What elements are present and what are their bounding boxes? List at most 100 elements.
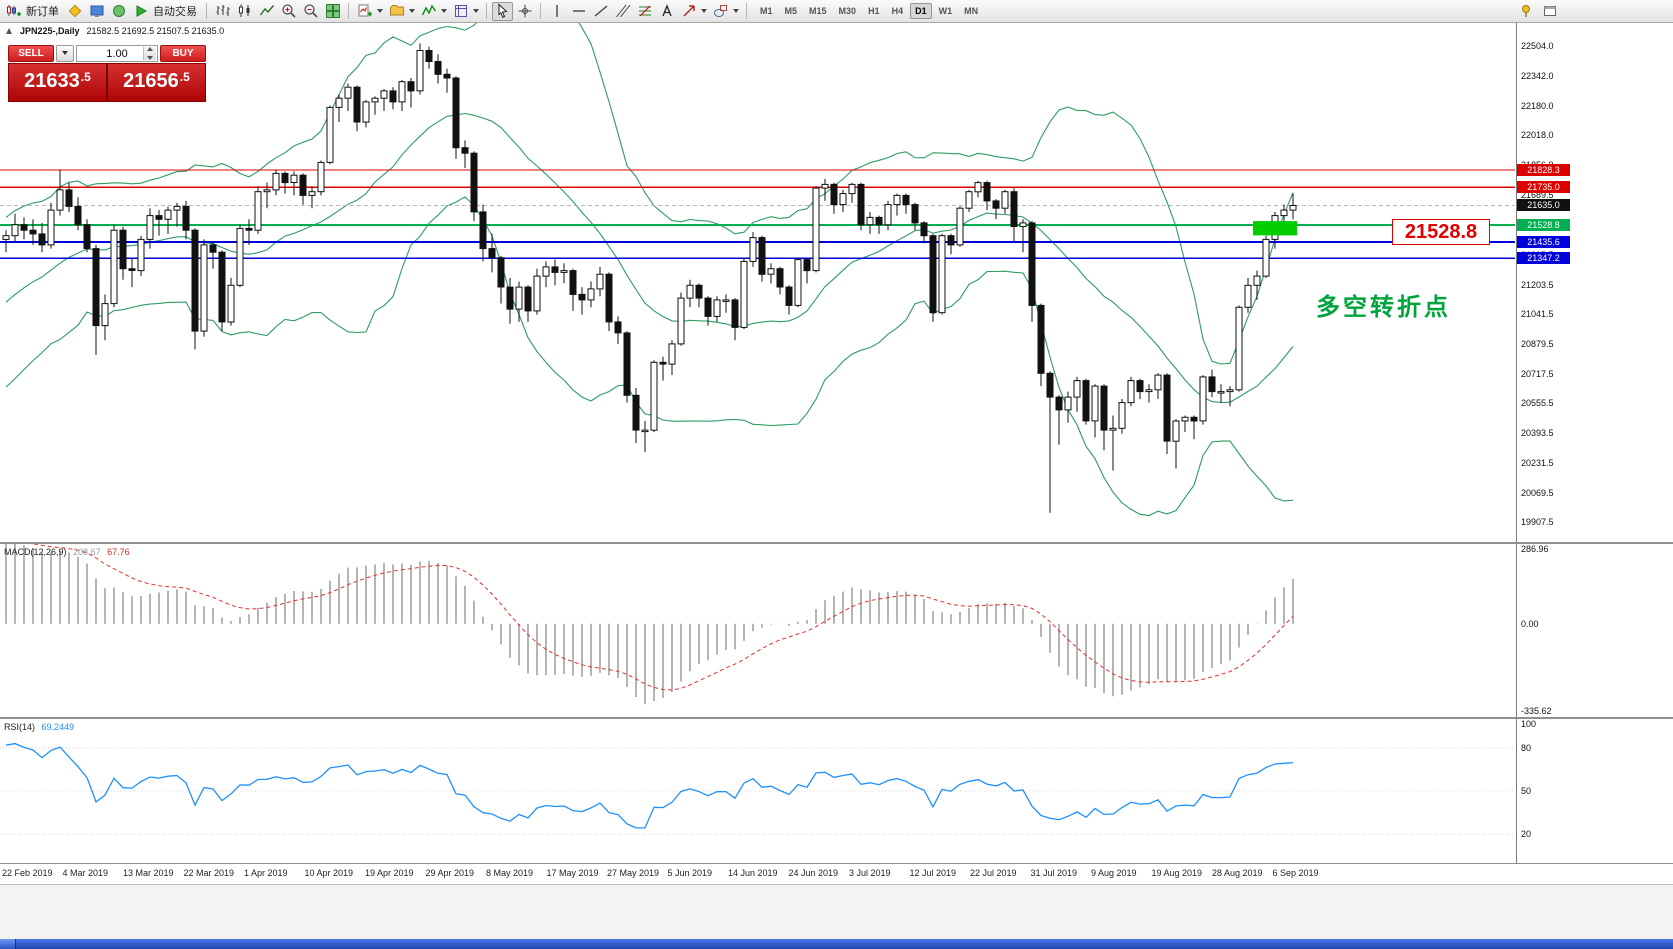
tile-windows-icon[interactable] [322, 2, 343, 21]
timeframe-button-m30[interactable]: M30 [838, 6, 857, 16]
buy-button[interactable]: BUY [160, 45, 206, 62]
sell-price[interactable]: 21633 .5 [9, 64, 106, 101]
panel-separator[interactable] [0, 542, 1673, 544]
trendline-tool-icon[interactable] [590, 2, 611, 21]
vertical-line-tool-icon[interactable] [546, 2, 567, 21]
start-button[interactable] [0, 939, 16, 949]
text-tool-icon[interactable] [656, 2, 677, 21]
scale-tick: 21041.5 [1521, 309, 1554, 319]
sell-price-main: 21633 [24, 70, 80, 92]
metaeditor-icon[interactable] [64, 2, 85, 21]
profiles-icon[interactable] [386, 2, 407, 21]
date-tick: 31 Jul 2019 [1030, 868, 1078, 878]
new-order-icon[interactable] [3, 2, 24, 21]
price-line-tag: 21735.0 [1517, 181, 1570, 193]
main-chart-canvas[interactable] [0, 23, 1515, 542]
arrows-dropdown-icon[interactable] [700, 2, 709, 21]
date-tick: 13 Mar 2019 [123, 868, 174, 878]
timeframe-button-m15[interactable]: M15 [809, 6, 827, 16]
zoom-in-icon[interactable] [278, 2, 299, 21]
macd-main-value: 208.67 [73, 547, 101, 557]
scale-tick: 20231.5 [1521, 458, 1554, 468]
new-order-label[interactable]: 新订单 [26, 6, 59, 18]
timeframe-button-mn[interactable]: MN [964, 6, 979, 16]
timeframe-button-h4[interactable]: H4 [891, 6, 904, 16]
market-watch-icon[interactable] [86, 2, 107, 21]
shapes-dropdown-icon[interactable] [732, 2, 741, 21]
templates-dropdown-icon[interactable] [472, 2, 481, 21]
volume-spinner[interactable] [143, 47, 156, 60]
timeframe-button-w1[interactable]: W1 [938, 6, 953, 16]
timeframe-button-h1[interactable]: H1 [868, 6, 880, 16]
panels-icon[interactable] [1539, 2, 1560, 21]
chart-workspace: 22504.022342.022180.022018.021856.021689… [0, 23, 1673, 884]
toolbar-separator [486, 3, 487, 19]
volume-input[interactable]: 1.00 [76, 45, 158, 62]
autotrading-label[interactable]: 自动交易 [153, 6, 197, 18]
cursor-icon[interactable] [492, 1, 513, 21]
date-tick: 29 Apr 2019 [425, 868, 475, 878]
date-tick: 10 Apr 2019 [304, 868, 354, 878]
axis-separator [0, 863, 1673, 864]
scale-tick: 21689.5 [1521, 190, 1554, 200]
price-line-tag: 21435.6 [1517, 236, 1570, 248]
scale-tick: 80 [1521, 743, 1532, 753]
scale-tick: 21203.5 [1521, 280, 1554, 290]
price-line-tag: 21347.2 [1517, 252, 1570, 264]
date-tick: 6 Sep 2019 [1272, 868, 1319, 878]
scale-tick: 20555.5 [1521, 398, 1554, 408]
date-tick: 1 Apr 2019 [244, 868, 288, 878]
timeframe-button-m5[interactable]: M5 [784, 6, 798, 16]
new-chart-icon[interactable] [354, 2, 375, 21]
order-type-dropdown[interactable] [56, 45, 74, 62]
new-chart-dropdown-icon[interactable] [376, 2, 385, 21]
bars-chart-icon[interactable] [212, 2, 233, 21]
candlestick-chart-icon[interactable] [234, 2, 255, 21]
ohlc-values: 21582.5 21692.5 21507.5 21635.0 [86, 26, 225, 36]
toolbar-separator [746, 3, 747, 19]
rsi-header: RSI(14) 69.2449 [4, 722, 74, 732]
price-line-tag: 21528.8 [1517, 219, 1570, 231]
templates-icon[interactable] [450, 2, 471, 21]
symbol-marker-icon [6, 28, 12, 34]
buy-price[interactable]: 21656 .5 [108, 64, 205, 101]
scale-tick: 22180.0 [1521, 101, 1554, 111]
price-divider [106, 64, 108, 101]
navigator-icon[interactable] [108, 2, 129, 21]
trade-controls-row: SELL 1.00 BUY [8, 45, 206, 62]
panel-separator[interactable] [0, 717, 1673, 719]
shapes-tool-icon[interactable] [710, 2, 731, 21]
indicators-icon[interactable] [418, 2, 439, 21]
arrows-tool-icon[interactable] [678, 2, 699, 21]
timeframe-group: M1 M5 M15 M30 H1 H4 D1 W1 MN [754, 3, 984, 19]
date-tick: 9 Aug 2019 [1091, 868, 1137, 878]
autotrading-icon[interactable] [130, 2, 151, 21]
date-tick: 3 Jul 2019 [849, 868, 891, 878]
time-axis[interactable]: 22 Feb 2019 4 Mar 2019 13 Mar 2019 22 Mar 2… [0, 864, 1673, 884]
pin-icon[interactable] [1515, 2, 1536, 21]
line-chart-icon[interactable] [256, 2, 277, 21]
profiles-dropdown-icon[interactable] [408, 2, 417, 21]
sell-button[interactable]: SELL [8, 45, 54, 62]
rsi-canvas[interactable] [0, 719, 1515, 863]
price-scale[interactable]: 22504.022342.022180.022018.021856.021689… [1516, 23, 1673, 542]
spinner-down-icon [146, 56, 153, 60]
fibonacci-tool-icon[interactable] [634, 2, 655, 21]
taskbar[interactable] [0, 939, 1673, 949]
zoom-out-icon[interactable] [300, 2, 321, 21]
indicators-dropdown-icon[interactable] [440, 2, 449, 21]
scale-tick: 20069.5 [1521, 488, 1554, 498]
timeframe-button-m1[interactable]: M1 [760, 6, 773, 16]
buy-price-main: 21656 [123, 70, 179, 92]
rsi-value: 69.2449 [41, 722, 75, 732]
scale-tick: 19907.5 [1521, 517, 1554, 527]
timeframe-button-d1[interactable]: D1 [910, 3, 932, 19]
macd-scale: 286.96 0.00 -335.62 [1516, 544, 1673, 717]
date-tick: 4 Mar 2019 [62, 868, 109, 878]
macd-canvas[interactable] [0, 544, 1515, 717]
date-tick: 19 Apr 2019 [365, 868, 414, 878]
one-click-trading-panel: SELL 1.00 BUY 21633 .5 2165 [8, 45, 206, 102]
crosshair-icon[interactable] [514, 2, 535, 21]
channel-tool-icon[interactable] [612, 2, 633, 21]
horizontal-line-tool-icon[interactable] [568, 2, 589, 21]
